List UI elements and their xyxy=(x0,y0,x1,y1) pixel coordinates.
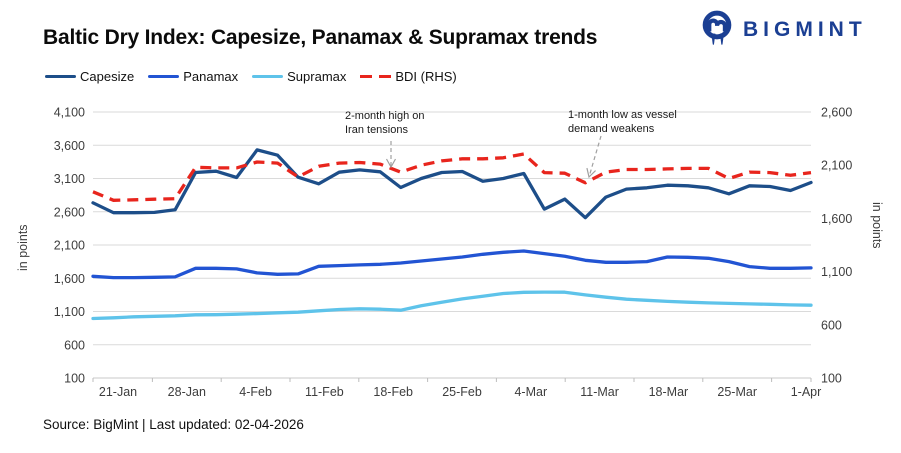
y-axis-tick-right: 1,600 xyxy=(821,212,852,226)
annotation-demand-weakens: 1-month low as vessel demand weakens xyxy=(568,109,677,136)
right-axis-title: in points xyxy=(870,202,884,249)
series-line-panamax xyxy=(91,249,813,280)
chart-title: Baltic Dry Index: Capesize, Panamax & Su… xyxy=(43,26,598,49)
x-axis-tick-label: 21-Jan xyxy=(99,385,137,399)
series-line-supramax xyxy=(91,290,813,321)
x-axis-tick-label: 25-Feb xyxy=(442,385,482,399)
x-axis-tick-label: 25-Mar xyxy=(717,385,757,399)
y-axis-tick-left: 3,100 xyxy=(54,172,85,186)
source-note: Source: BigMint | Last updated: 02-04-20… xyxy=(43,417,304,432)
bigmint-logo-icon xyxy=(702,10,732,45)
legend-label: BDI (RHS) xyxy=(395,69,457,84)
y-axis-tick-right: 2,100 xyxy=(821,159,852,173)
y-axis-tick-left: 100 xyxy=(64,372,85,386)
legend-label: Capesize xyxy=(80,69,135,84)
x-axis-tick-label: 28-Jan xyxy=(168,385,206,399)
bigmint-logo: BIGMINT xyxy=(697,9,867,51)
bigmint-logo-text: BIGMINT xyxy=(743,18,867,41)
bdi-dashed-line-swatch xyxy=(360,74,392,79)
x-axis-tick-label: 4-Mar xyxy=(514,385,547,399)
y-axis-tick-right: 100 xyxy=(821,372,842,386)
y-axis-tick-left: 3,600 xyxy=(54,139,85,153)
legend-item-capesize: Capesize xyxy=(45,69,134,84)
legend-item-panamax: Panamax xyxy=(148,69,238,84)
y-axis-tick-right: 1,100 xyxy=(821,265,852,279)
legend-label: Panamax xyxy=(183,69,239,84)
x-axis-tick-label: 1-Apr xyxy=(791,385,822,399)
y-axis-tick-left: 2,600 xyxy=(54,205,85,219)
left-axis-title: in points xyxy=(16,224,30,271)
y-axis-tick-left: 1,100 xyxy=(54,305,85,319)
y-axis-tick-left: 4,100 xyxy=(54,106,85,120)
legend-label: Supramax xyxy=(287,69,347,84)
y-axis-tick-left: 1,600 xyxy=(54,272,85,286)
annotation-arrowhead-0 xyxy=(385,158,397,169)
x-axis-tick-label: 18-Mar xyxy=(649,385,689,399)
y-axis-tick-left: 2,100 xyxy=(54,239,85,253)
supramax-line-swatch xyxy=(252,74,284,79)
legend: Capesize Panamax Supramax BDI (RHS) xyxy=(45,69,471,84)
legend-item-bdi: BDI (RHS) xyxy=(360,69,457,84)
x-axis-tick-label: 11-Mar xyxy=(580,385,619,399)
series-line-bdi-rhs xyxy=(92,152,812,202)
x-axis-tick-label: 11-Feb xyxy=(305,385,344,399)
legend-item-supramax: Supramax xyxy=(252,69,346,84)
y-axis-tick-left: 600 xyxy=(64,338,85,352)
y-axis-tick-right: 2,600 xyxy=(821,106,852,120)
series-line-capesize xyxy=(91,148,813,220)
annotation-arrow-1 xyxy=(588,135,602,178)
x-axis-tick-label: 4-Feb xyxy=(239,385,272,399)
annotation-arrowhead-1 xyxy=(586,167,596,179)
panamax-line-swatch xyxy=(148,74,180,79)
annotation-iran-tensions: 2-month high on Iran tensions xyxy=(345,110,425,137)
x-axis-tick-label: 18-Feb xyxy=(373,385,413,399)
capesize-line-swatch xyxy=(45,74,76,79)
y-axis-tick-right: 600 xyxy=(821,318,842,332)
